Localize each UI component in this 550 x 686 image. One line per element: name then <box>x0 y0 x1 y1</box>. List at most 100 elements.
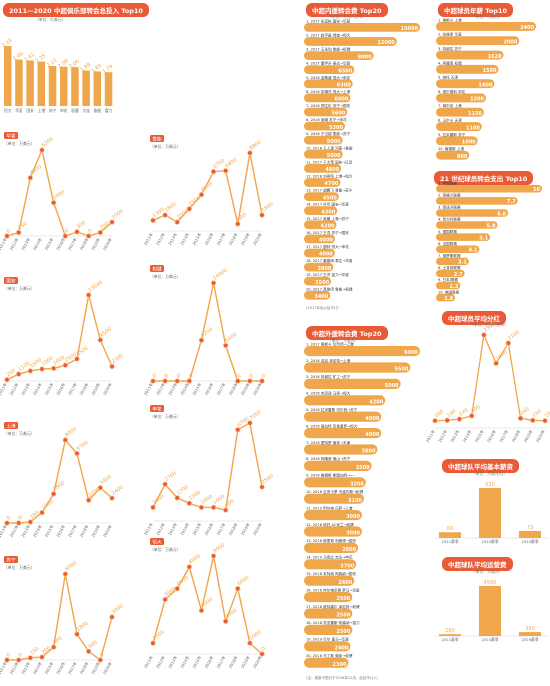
foreign-value: 2400 <box>334 645 348 651</box>
club-label: 9. 拉米雷斯 苏宁 <box>438 132 466 137</box>
point-value: 0 <box>164 373 170 380</box>
club-value: 1150 <box>468 111 482 117</box>
domestic-bar <box>304 107 348 117</box>
operating-value: 4500 <box>484 580 497 586</box>
point-value: 1000 <box>249 630 263 642</box>
data-point <box>150 378 156 384</box>
domestic-bar <box>304 51 374 60</box>
century-value: 5.8 <box>487 223 496 229</box>
top10-bar <box>26 60 34 106</box>
point-value: 250 <box>17 221 28 231</box>
century-bar <box>436 233 491 241</box>
city-unit: （单位：万美元） <box>4 565 34 570</box>
foreign-bar <box>304 510 362 521</box>
city-name: 恒大 <box>152 538 162 545</box>
foreign-bar <box>304 559 357 570</box>
domestic-note: （2017年及以后不计） <box>304 306 341 310</box>
year-label: 2015年 <box>43 524 54 538</box>
club-value: 2000 <box>503 39 517 45</box>
top10-bar <box>37 61 46 106</box>
data-point <box>85 497 92 503</box>
domestic-label: 3. 2017 王永珀 鲁能→权健 <box>306 47 351 52</box>
century-bar <box>436 221 498 229</box>
year-label: 2018年 <box>228 382 239 396</box>
foreign-unit: （单位：万美元） <box>328 338 359 343</box>
year-label: 2014年 <box>32 661 43 675</box>
data-point <box>97 337 104 343</box>
century-label: 9. 日本J联赛 <box>438 277 458 282</box>
operating-category: 2015赛季 <box>481 637 498 642</box>
data-point <box>97 485 104 491</box>
salary-bar <box>479 488 501 538</box>
foreign-label: 2. 2016 浩克 泽尼特→上港 <box>306 358 351 363</box>
domestic-bar <box>304 276 332 286</box>
club-label: 2. 拉维奇 华夏 <box>438 32 462 37</box>
foreign-bar <box>304 477 366 488</box>
data-point <box>150 504 156 511</box>
domestic-bar <box>304 192 339 201</box>
year-label: 2011年 <box>143 382 154 396</box>
bonus-value: 180 <box>544 409 550 419</box>
top10-unit: （单位：亿美元） <box>35 17 66 22</box>
point-value: 1000 <box>41 499 55 511</box>
point-value: 6000 <box>64 560 78 572</box>
century-label: 8. 土耳其联赛 <box>438 265 461 270</box>
bonus-point <box>468 413 475 419</box>
year-label: 2015年 <box>43 661 54 675</box>
foreign-value: 2700 <box>340 563 354 569</box>
foreign-bar <box>304 657 349 668</box>
point-value: 0 <box>99 652 105 659</box>
data-point <box>247 150 253 156</box>
data-point <box>150 217 156 224</box>
year-label: 2020年 <box>102 661 113 675</box>
data-point <box>210 504 217 511</box>
year-label: 2016年 <box>55 524 66 538</box>
point-value: 1000 <box>200 494 214 506</box>
top10-category: 大连 <box>82 108 90 113</box>
domestic-bar <box>304 93 351 103</box>
domestic-value: 5300 <box>329 125 343 131</box>
domestic-label: 9. 2016 于汉超 鲁能→苏宁 <box>306 131 351 136</box>
data-point <box>15 657 22 663</box>
century-value: 5.1 <box>479 235 488 241</box>
year-label: 2013年 <box>20 661 31 675</box>
century-bar <box>436 293 456 302</box>
century-bar <box>436 269 465 278</box>
salary-bar <box>439 532 461 538</box>
top10-value: 1.88 <box>79 62 92 73</box>
data-point <box>162 481 168 487</box>
foreign-bar <box>304 346 420 357</box>
year-label: 2018年 <box>228 655 239 669</box>
clubs-bar-list: 1. 奥斯卡 上港 2400 2. 拉维奇 华夏 2000 3. 特谢拉 苏宁 1620 4… <box>436 17 536 160</box>
city-unit: （单位：万美元） <box>4 286 34 291</box>
operating-value: 160 <box>445 628 455 634</box>
foreign-bar <box>304 641 351 652</box>
year-label: 2014年 <box>179 655 190 669</box>
data-point <box>174 495 180 501</box>
domestic-label: 10. 2018 王上源 河南→鲁能 <box>306 145 353 150</box>
data-point <box>247 420 253 426</box>
domestic-label: 7. 2016 郑达伦 苏宁→国安 <box>306 103 351 108</box>
data-point <box>150 640 156 646</box>
foreign-label: 9. 2016 格德斯 斯图加特→一 <box>306 473 354 478</box>
year-label: 2016年 <box>55 237 66 251</box>
city-tag <box>4 132 18 139</box>
operating-bar <box>519 632 541 636</box>
bonus-value: 240 <box>519 407 530 417</box>
year-label: 2012年 <box>8 382 19 396</box>
top10-bar <box>4 46 12 106</box>
year-label: 2011年 <box>0 524 8 538</box>
foreign-bar <box>304 362 411 373</box>
domestic-value: 4800 <box>325 167 339 173</box>
salary-value: 520 <box>485 482 495 488</box>
top10-category: 上港 <box>38 108 46 113</box>
data-point <box>62 437 69 443</box>
year-label: 2019年 <box>90 237 101 251</box>
club-bar <box>436 36 520 46</box>
foreign-label: 12. 2018 帕托 AC米兰→权健 <box>306 522 354 527</box>
year-label: 2019年 <box>240 522 251 536</box>
point-value: 1700 <box>176 484 190 496</box>
point-value: 2700 <box>164 471 178 483</box>
top10-value: 2.35 <box>34 53 47 64</box>
club-value: 1400 <box>478 82 492 88</box>
